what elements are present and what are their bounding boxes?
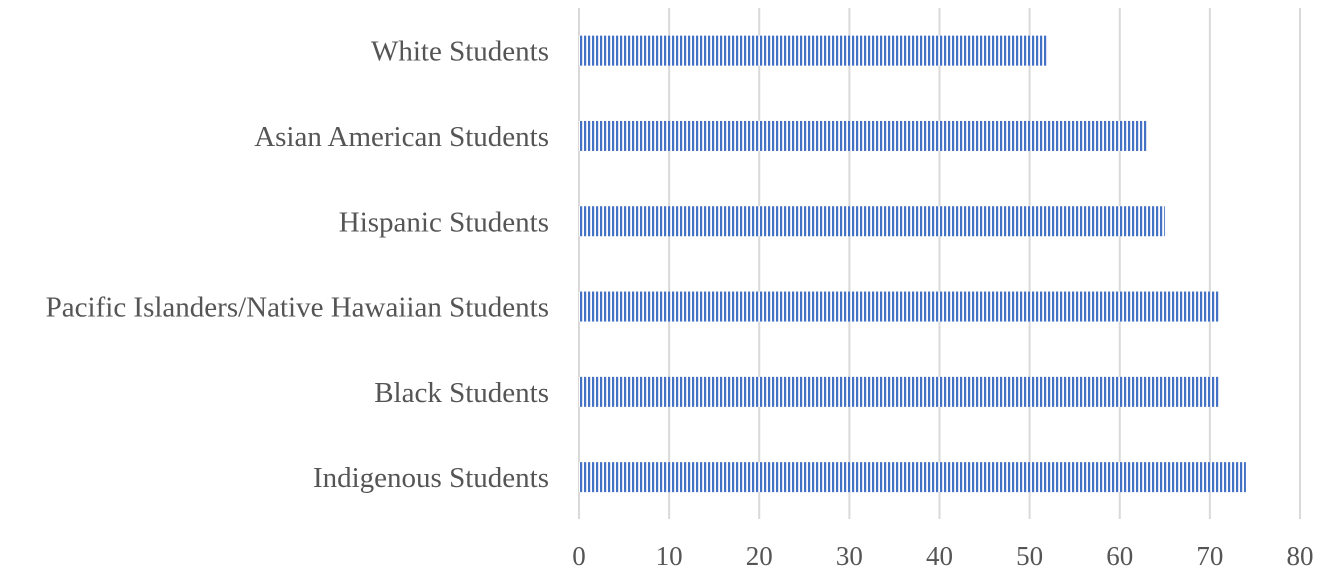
x-tick-label: 40 <box>926 541 953 571</box>
x-tick-label: 10 <box>656 541 683 571</box>
category-labels: White Students Asian American Students His… <box>46 36 549 494</box>
category-label: Indigenous Students <box>313 462 549 494</box>
x-tick-label: 0 <box>572 541 586 571</box>
bar <box>579 291 1219 322</box>
category-label: White Students <box>371 36 549 68</box>
category-label: Hispanic Students <box>339 206 549 238</box>
tick-labels: 0 10 20 30 40 50 60 70 80 <box>572 541 1313 571</box>
gridlines <box>578 8 1301 519</box>
category-label: Pacific Islanders/Native Hawaiian Studen… <box>46 292 549 324</box>
x-tick-label: 20 <box>746 541 773 571</box>
x-tick-label: 60 <box>1106 541 1133 571</box>
bar <box>579 462 1246 493</box>
bar <box>579 35 1048 66</box>
category-label: Black Students <box>374 377 549 409</box>
bar <box>579 376 1219 407</box>
bars <box>579 35 1246 493</box>
bar <box>579 120 1147 151</box>
category-label: Asian American Students <box>254 121 549 153</box>
x-tick-label: 30 <box>836 541 863 571</box>
bar <box>579 206 1165 237</box>
x-tick-label: 80 <box>1287 541 1314 571</box>
x-tick-label: 70 <box>1196 541 1223 571</box>
x-tick-label: 50 <box>1016 541 1043 571</box>
